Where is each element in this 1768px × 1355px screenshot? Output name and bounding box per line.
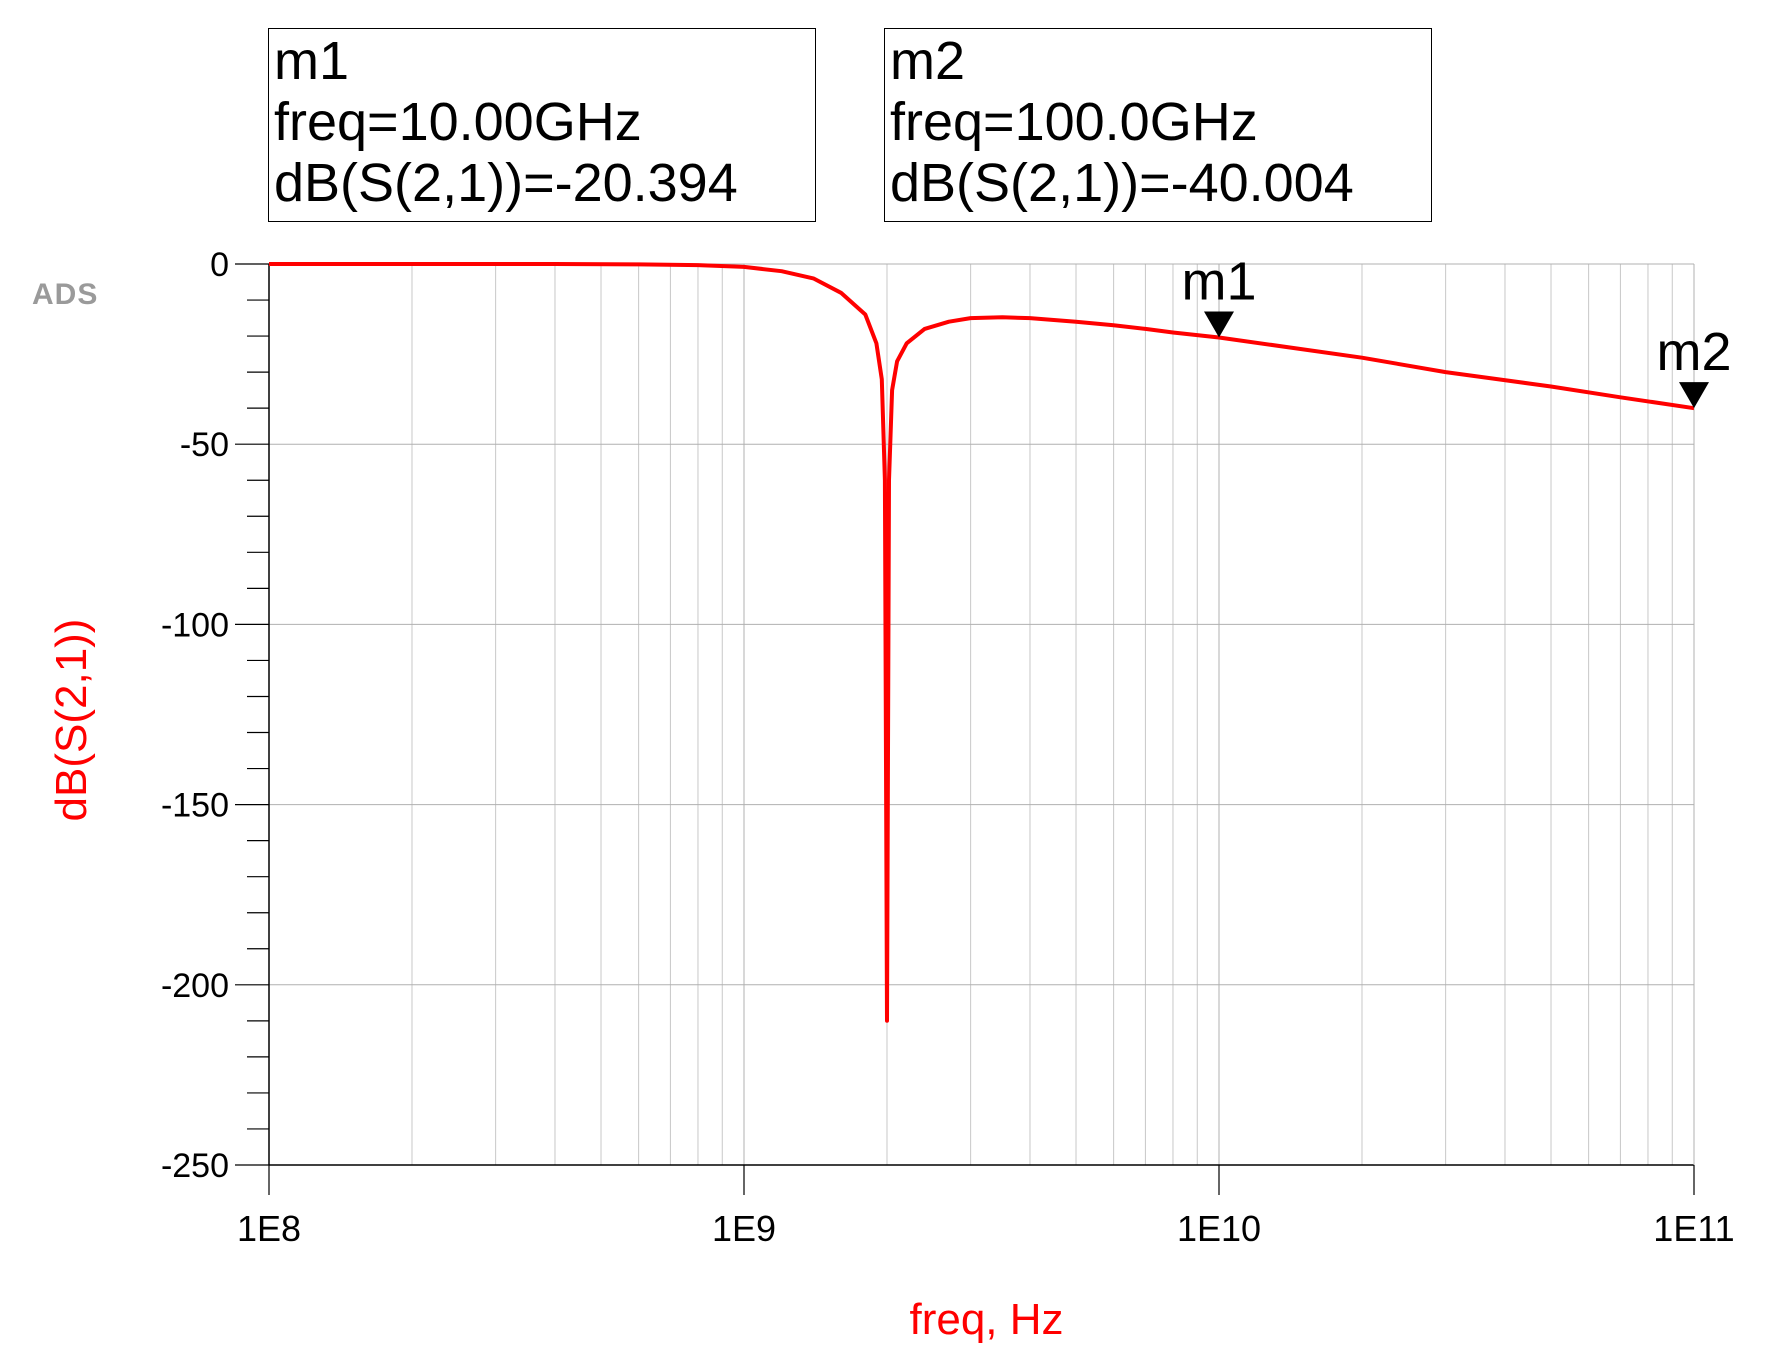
marker-m2-label: m2 — [1656, 322, 1731, 382]
series-line-s21 — [269, 262, 1695, 1023]
x-tick-label: 1E8 — [237, 1208, 301, 1249]
marker-m2-freq: freq=100.0GHz — [890, 92, 1258, 152]
x-tick-label: 1E9 — [712, 1208, 776, 1249]
y-tick-label: 0 — [210, 246, 229, 284]
marker-m1-freq: freq=10.00GHz — [274, 92, 642, 152]
marker-m2-triangle — [1679, 382, 1709, 409]
x-axis-label: freq, Hz — [909, 1295, 1064, 1344]
marker-m2-readout: m2 freq=100.0GHz dB(S(2,1))=-40.004 — [884, 28, 1432, 222]
y-tick-label: -100 — [161, 606, 229, 644]
y-tick-label: -200 — [161, 967, 229, 1005]
ads-logo: ADS — [32, 278, 99, 311]
y-tick-label: -250 — [161, 1147, 229, 1185]
marker-m1-readout: m1 freq=10.00GHz dB(S(2,1))=-20.394 — [268, 28, 816, 222]
marker-m2-value: dB(S(2,1))=-40.004 — [890, 153, 1354, 213]
marker-m2-name: m2 — [890, 31, 966, 91]
marker-m1-triangle — [1204, 311, 1234, 338]
marker-m1-value: dB(S(2,1))=-20.394 — [274, 153, 738, 213]
y-tick-label: -50 — [180, 426, 229, 464]
marker-m1-name: m1 — [274, 31, 350, 91]
x-tick-label: 1E11 — [1653, 1208, 1734, 1249]
y-tick-label: -150 — [161, 787, 229, 825]
x-tick-label: 1E10 — [1177, 1208, 1261, 1249]
y-axis-label: dB(S(2,1)) — [47, 618, 96, 822]
marker-m1-label: m1 — [1181, 251, 1256, 311]
